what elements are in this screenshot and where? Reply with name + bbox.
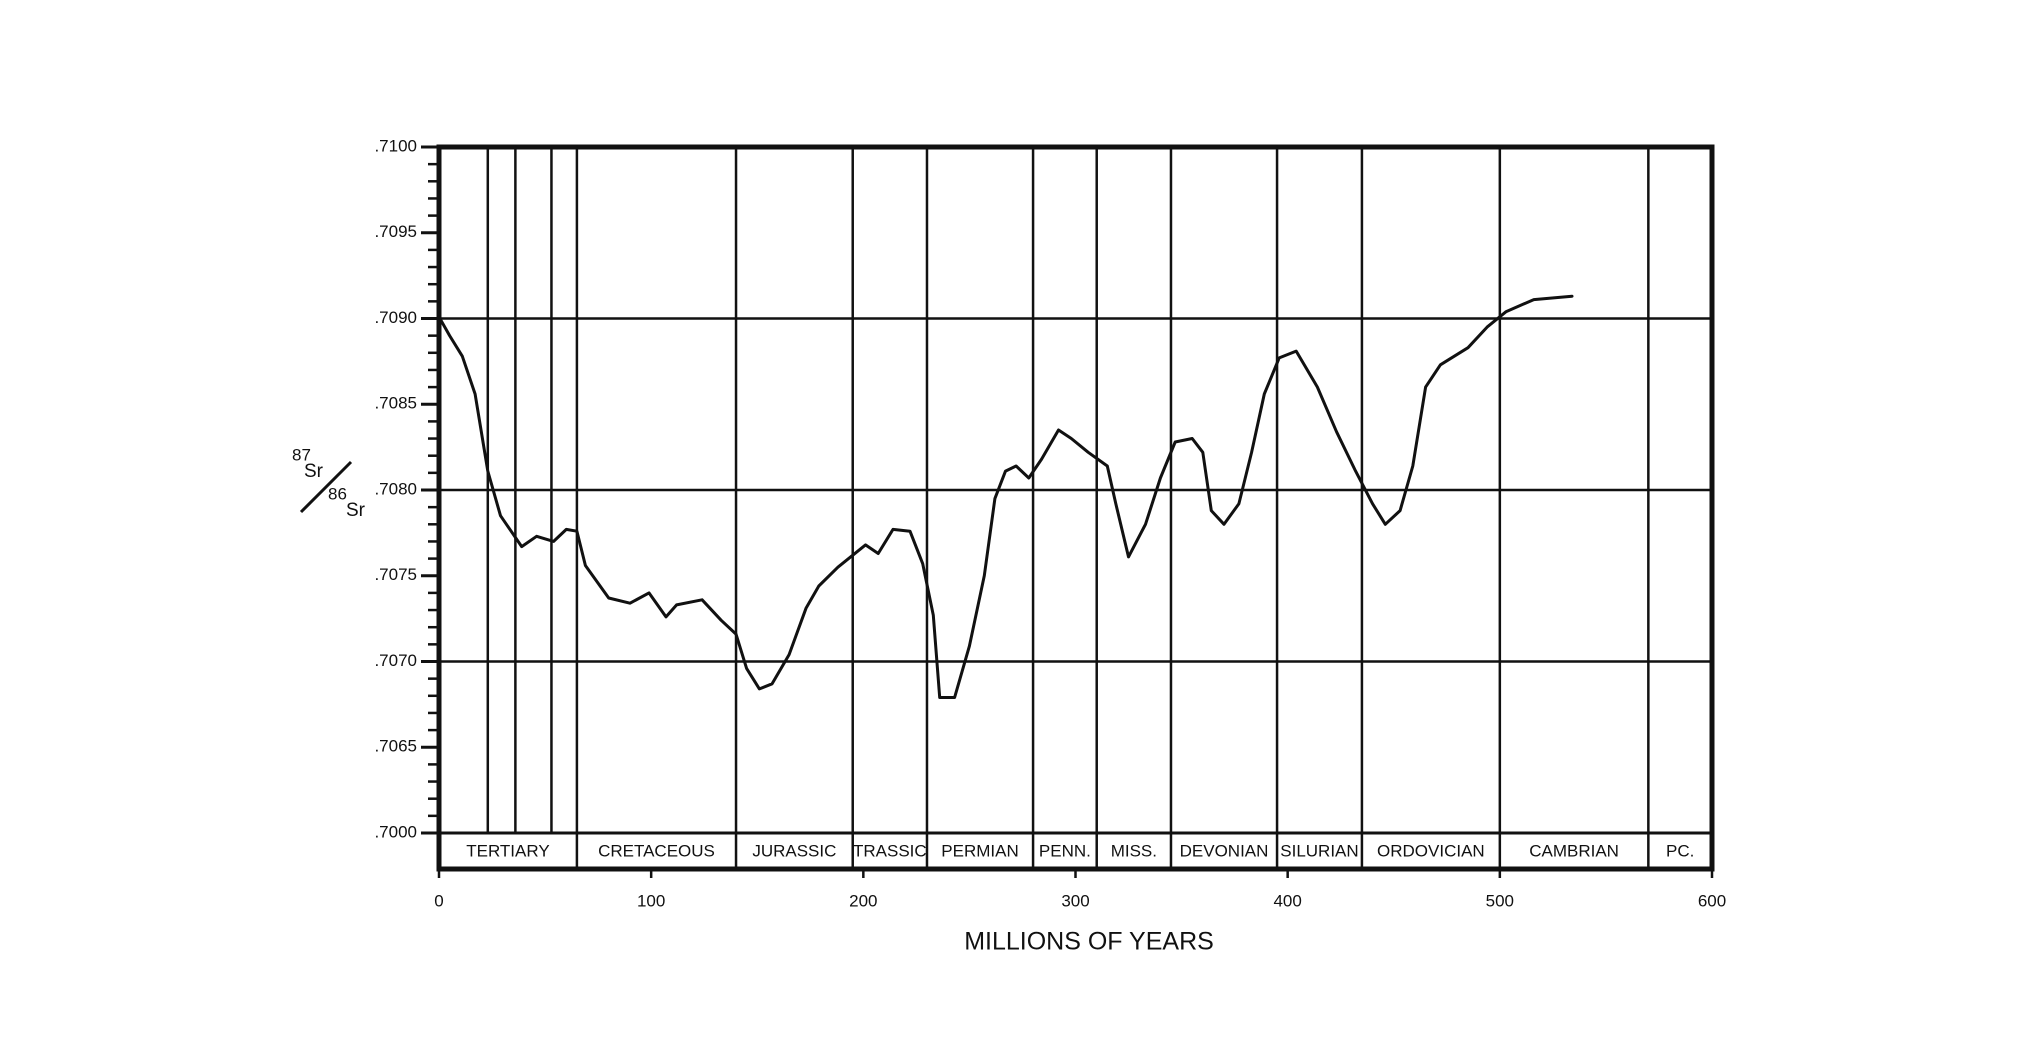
- plot-frame: [436, 144, 1715, 872]
- period-label: SILURIAN: [1280, 841, 1358, 860]
- x-tick-label: 500: [1486, 891, 1514, 910]
- period-label: TRASSIC: [853, 841, 927, 860]
- y-tick-label: .7085: [374, 394, 417, 413]
- x-tick-label: 600: [1698, 891, 1726, 910]
- y-tick-label: .7090: [374, 308, 417, 327]
- period-label: PERMIAN: [941, 841, 1018, 860]
- y-tick-label: .7000: [374, 822, 417, 841]
- y-tick-label: .7075: [374, 565, 417, 584]
- y-tick-label: .7095: [374, 222, 417, 241]
- y-tick-label: .7070: [374, 651, 417, 670]
- period-label: CRETACEOUS: [598, 841, 715, 860]
- x-tick-label: 0: [434, 891, 443, 910]
- x-axis-label: MILLIONS OF YEARS: [964, 928, 1214, 956]
- x-tick-label: 300: [1061, 891, 1089, 910]
- period-label: MISS.: [1111, 841, 1157, 860]
- period-label: PENN.: [1039, 841, 1091, 860]
- y-label-slash: [299, 460, 353, 514]
- period-label: PC.: [1666, 841, 1694, 860]
- y-tick-label: .7080: [374, 479, 417, 498]
- sr-curve: [437, 294, 1574, 699]
- x-tick-label: 200: [849, 891, 877, 910]
- y-label-numerator: Sr: [304, 461, 324, 482]
- x-tick-label: 100: [637, 891, 665, 910]
- x-tick-label: 400: [1273, 891, 1301, 910]
- period-label: CAMBRIAN: [1529, 841, 1619, 860]
- period-label: JURASSIC: [752, 841, 836, 860]
- y-tick-label: .7100: [374, 136, 417, 155]
- period-label: DEVONIAN: [1180, 841, 1269, 860]
- y-tick-label: .7065: [374, 737, 417, 756]
- y-label-denominator: Sr: [346, 500, 366, 521]
- y-label-denominator-mass: 86: [328, 484, 347, 503]
- period-label: TERTIARY: [466, 841, 549, 860]
- period-label: ORDOVICIAN: [1377, 841, 1485, 860]
- y-label-numerator-mass: 87: [292, 445, 311, 464]
